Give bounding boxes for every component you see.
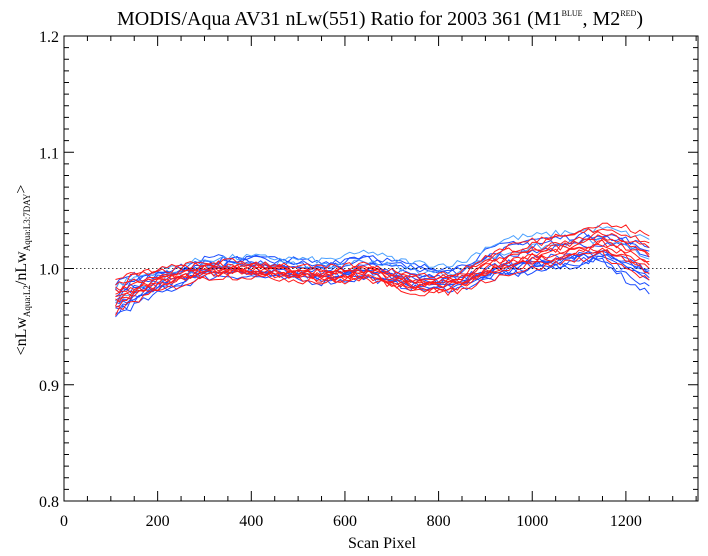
x-tick-label: 600: [333, 513, 357, 530]
series-line-m2-21: [115, 234, 650, 294]
chart-title: MODIS/Aqua AV31 nLw(551) Ratio for 2003 …: [117, 8, 643, 30]
y-axis-tick-labels: 0.8 0.9 1.0 1.1 1.2: [39, 29, 59, 511]
series-line-m2-15: [115, 238, 650, 295]
series-line-m2-16: [115, 243, 650, 303]
x-tick-label: 800: [427, 513, 451, 530]
y-tick-label: 0.8: [39, 494, 59, 511]
x-axis-tick-labels: 0 200 400 600 800 1000 1200: [60, 513, 642, 530]
y-tick-label: 0.9: [39, 378, 59, 395]
series-line-m1-6: [115, 257, 650, 318]
x-tick-label: 200: [146, 513, 170, 530]
series-line-m2-20: [115, 239, 650, 298]
y-axis-label: <nLwAqua:L2/nLwAqua:L3:7DAY>: [13, 185, 32, 356]
plot-area: [63, 35, 699, 502]
x-tick-label: 1000: [516, 513, 548, 530]
x-axis-label: Scan Pixel: [348, 535, 417, 552]
series-line-m2-18: [115, 250, 650, 316]
y-tick-label: 1.1: [39, 145, 59, 162]
x-tick-label: 400: [239, 513, 263, 530]
x-tick-label: 1200: [610, 513, 642, 530]
series-line-m2-17: [115, 249, 650, 308]
y-tick-label: 1.2: [39, 29, 59, 46]
series-layer: [115, 222, 650, 318]
x-tick-label: 0: [60, 513, 68, 530]
series-line-m2-22: [115, 246, 650, 307]
series-line-m2-19: [115, 222, 650, 280]
axis-ticks: [63, 35, 698, 502]
y-tick-label: 1.0: [39, 262, 59, 279]
series-line-m1_light-11: [115, 225, 650, 289]
